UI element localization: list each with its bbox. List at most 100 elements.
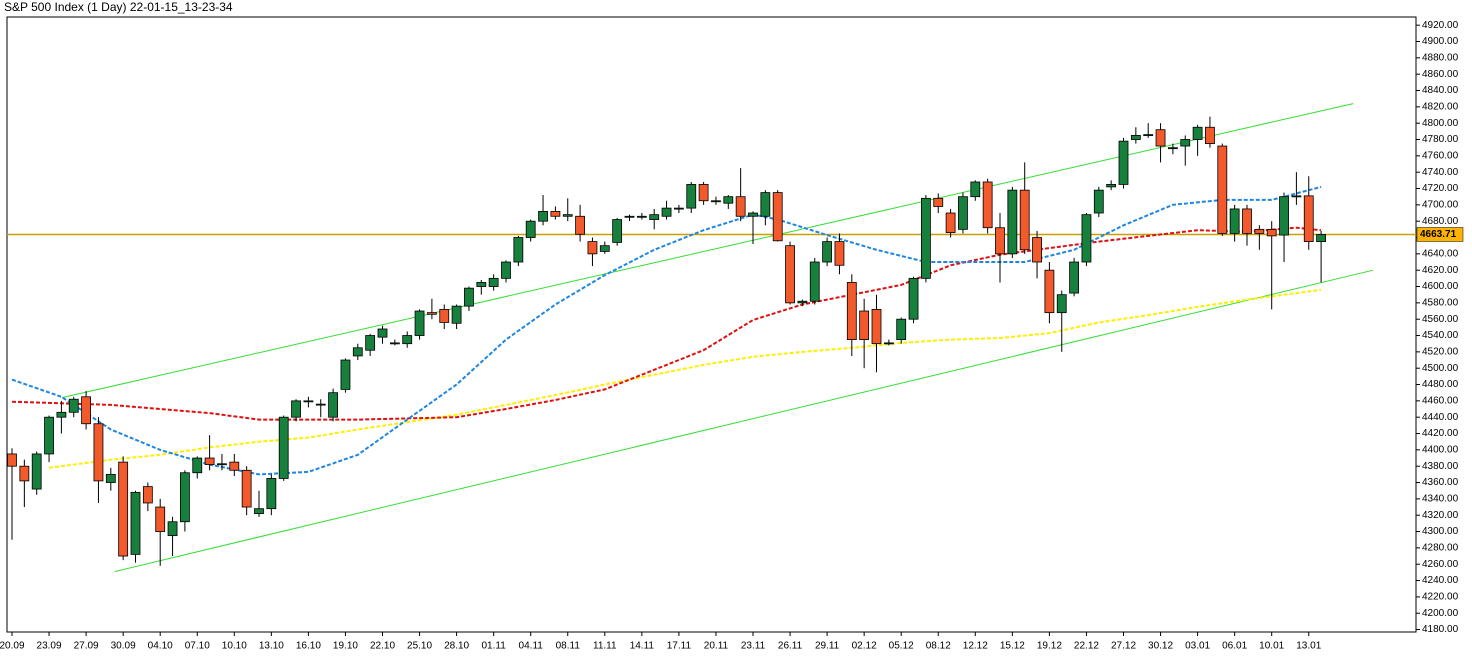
- plot-frame: [6, 16, 1417, 633]
- x-tick-label: 07.10: [185, 641, 210, 652]
- candle-body: [871, 308, 882, 345]
- x-tick-label: 01.11: [482, 641, 507, 652]
- candle-body: [575, 215, 585, 235]
- candle-body: [81, 396, 91, 425]
- candle-body: [192, 457, 203, 474]
- candle-body: [760, 192, 771, 217]
- candle-body: [711, 200, 721, 203]
- y-tick-label: 4760.00: [1422, 150, 1459, 161]
- candle-body: [945, 212, 956, 234]
- candle-body: [1279, 196, 1289, 236]
- candle-body: [217, 463, 227, 466]
- x-tick-label: 16.10: [296, 641, 321, 652]
- x-tick-label: 02.12: [852, 641, 877, 652]
- candle-body: [587, 241, 598, 255]
- candle-body: [464, 287, 474, 307]
- candle-body: [822, 241, 832, 263]
- candle-body: [1303, 195, 1314, 243]
- x-tick-label: 04.11: [519, 641, 544, 652]
- candle-body: [982, 181, 993, 229]
- x-tick-label: 10.10: [222, 641, 247, 652]
- candle-body: [896, 318, 907, 341]
- x-tick-label: 29.11: [815, 641, 840, 652]
- candle-body: [19, 465, 30, 482]
- candle-body: [525, 220, 536, 238]
- candle-body: [1093, 189, 1104, 214]
- y-tick-label: 4500.00: [1422, 363, 1459, 374]
- candle-body: [118, 461, 129, 557]
- x-tick-label: 27.09: [74, 641, 99, 652]
- candle-body: [1044, 269, 1055, 314]
- x-tick-label: 08.11: [556, 641, 581, 652]
- y-tick-label: 4680.00: [1422, 216, 1459, 227]
- y-tick-label: 4720.00: [1422, 183, 1459, 194]
- candle-body: [451, 305, 462, 324]
- candle-body: [1192, 126, 1203, 140]
- candle-body: [476, 282, 487, 287]
- x-tick-label: 15.12: [1000, 641, 1025, 652]
- y-tick-label: 4280.00: [1422, 543, 1459, 554]
- candle-body: [1291, 195, 1302, 198]
- candle-body: [389, 342, 400, 345]
- y-tick-label: 4200.00: [1422, 608, 1459, 619]
- candle-body: [748, 212, 758, 217]
- candle-body: [599, 245, 610, 252]
- candle-body: [612, 219, 623, 243]
- candle-body: [56, 411, 67, 418]
- moving-average: [48, 288, 1322, 469]
- candle-body: [772, 192, 783, 242]
- y-tick-label: 4600.00: [1422, 281, 1459, 292]
- x-tick-label: 22.10: [370, 641, 395, 652]
- x-tick-label: 30.12: [1148, 641, 1173, 652]
- x-tick-label: 10.01: [1259, 641, 1284, 652]
- x-tick-label: 11.11: [593, 641, 617, 652]
- x-tick-label: 22.12: [1074, 641, 1099, 652]
- candle-body: [513, 237, 524, 263]
- y-tick-label: 4580.00: [1422, 297, 1459, 308]
- x-tick-label: 19.12: [1037, 641, 1062, 652]
- candle-body: [698, 184, 709, 202]
- candle-body: [1254, 228, 1265, 234]
- candle-body: [68, 398, 79, 413]
- y-tick-label: 4440.00: [1422, 412, 1459, 423]
- x-tick-label: 13.01: [1296, 641, 1321, 652]
- candle-body: [933, 197, 944, 207]
- x-tick-label: 14.11: [630, 641, 655, 652]
- trend-line: [114, 269, 1374, 573]
- candle-body: [328, 392, 339, 418]
- candle-body: [105, 473, 116, 483]
- candle-body: [624, 215, 635, 218]
- candle-body: [142, 486, 153, 504]
- candle-body: [1019, 189, 1030, 251]
- candle-body: [797, 300, 808, 304]
- candle-body: [426, 312, 437, 315]
- candle-body: [1007, 189, 1018, 255]
- chart-title: S&P 500 Index (1 Day) 22-01-15_13-23-34: [4, 0, 233, 14]
- candle-body: [204, 457, 215, 465]
- candle-body: [1316, 234, 1326, 243]
- y-tick-label: 4220.00: [1422, 592, 1459, 603]
- y-tick-label: 4560.00: [1422, 314, 1459, 325]
- candle-body: [859, 310, 870, 341]
- candle-body: [1143, 134, 1154, 137]
- y-tick-label: 4360.00: [1422, 477, 1459, 488]
- x-tick-label: 25.10: [407, 641, 432, 652]
- candle-body: [1032, 237, 1042, 263]
- candle-body: [1266, 228, 1277, 237]
- price-label-box: [1416, 227, 1464, 242]
- moving-average: [11, 226, 1322, 421]
- y-tick-label: 4320.00: [1422, 510, 1459, 521]
- candle-body: [414, 310, 425, 336]
- candle-body: [562, 214, 573, 217]
- candle-body: [686, 184, 697, 209]
- trend-line: [61, 103, 1354, 399]
- x-tick-label: 20.09: [0, 641, 25, 652]
- y-tick-label: 4400.00: [1422, 445, 1459, 456]
- candle-body: [266, 478, 277, 510]
- y-tick-label: 4460.00: [1422, 396, 1459, 407]
- x-tick-label: 30.09: [111, 641, 136, 652]
- candle-body: [31, 453, 42, 490]
- y-tick-label: 4240.00: [1422, 575, 1459, 586]
- candle-body: [661, 207, 672, 217]
- candle-body: [970, 181, 981, 198]
